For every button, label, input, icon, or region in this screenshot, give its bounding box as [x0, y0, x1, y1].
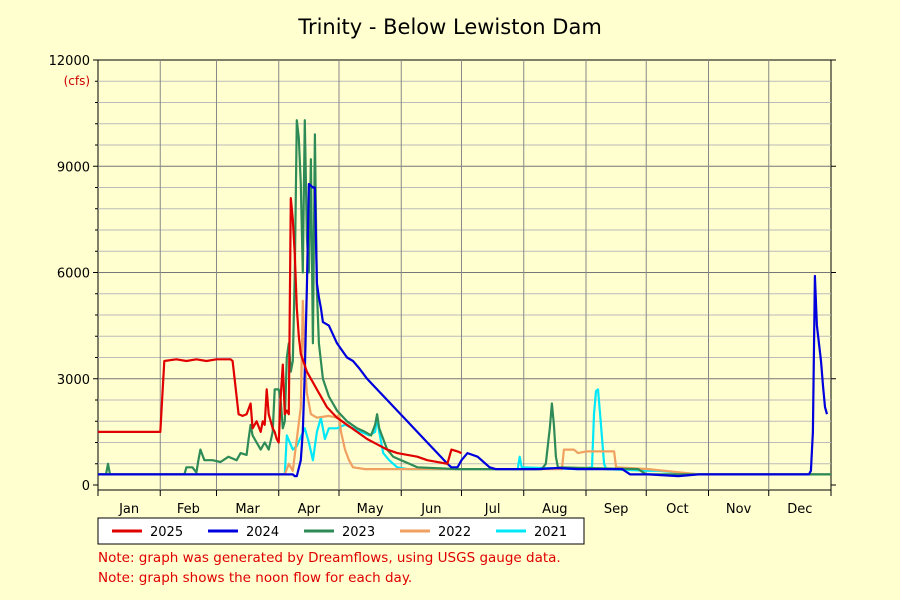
x-tick-label: Jul — [484, 502, 501, 517]
y-axis-unit-label: (cfs) — [64, 74, 90, 88]
series-line-2024 — [98, 182, 829, 478]
series-line-2023 — [98, 119, 831, 476]
x-tick-label: Aug — [542, 502, 567, 517]
y-tick-label: 0 — [82, 479, 90, 494]
note-noon-flow: Note: graph shows the noon flow for each… — [98, 570, 413, 586]
y-tick-label: 6000 — [57, 267, 90, 282]
y-tick-label: 9000 — [57, 160, 90, 175]
x-tick-label: Nov — [726, 502, 752, 517]
x-tick-label: Sep — [604, 502, 629, 517]
x-tick-label: Dec — [787, 502, 812, 517]
legend-label-2025: 2025 — [150, 525, 183, 540]
x-tick-label: Jun — [420, 502, 441, 517]
y-tick-label: 3000 — [57, 373, 90, 388]
plot-area — [97, 59, 832, 491]
series-line-2022 — [98, 299, 831, 476]
y-tick-label: 12000 — [49, 54, 90, 69]
legend-label-2021: 2021 — [534, 525, 567, 540]
legend-label-2022: 2022 — [438, 525, 471, 540]
x-tick-label: Mar — [235, 502, 260, 517]
x-tick-label: May — [357, 502, 384, 517]
note-generated-by: Note: graph was generated by Dreamflows,… — [98, 550, 561, 566]
x-tick-label: Oct — [666, 502, 688, 517]
legend-label-2024: 2024 — [246, 525, 279, 540]
x-tick-label: Jan — [118, 502, 139, 517]
series-line-2025 — [98, 197, 462, 465]
x-tick-label: Apr — [298, 502, 321, 517]
legend-label-2023: 2023 — [342, 525, 375, 540]
chart-title: Trinity - Below Lewiston Dam — [297, 15, 602, 39]
x-tick-label: Feb — [177, 502, 200, 517]
series-line-2021 — [98, 388, 831, 476]
